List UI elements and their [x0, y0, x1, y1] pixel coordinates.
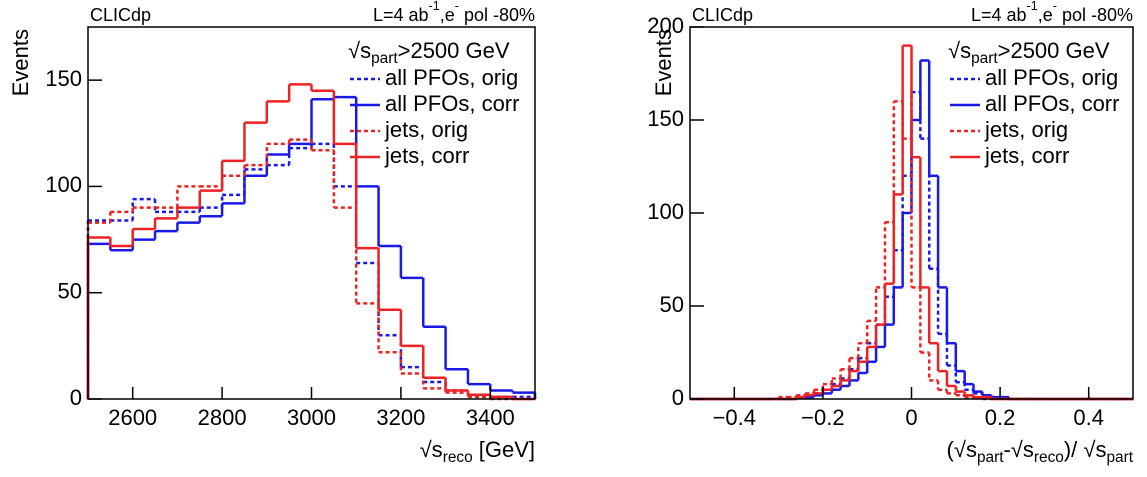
- x-tick-label: 3400: [466, 405, 515, 430]
- legend-label: all PFOs, corr: [385, 91, 519, 116]
- y-tick-label: 50: [58, 279, 82, 304]
- x-tick-label: 3200: [376, 405, 425, 430]
- legend-title-part: part: [971, 50, 998, 67]
- y-tick-label: 150: [45, 66, 82, 91]
- top-right-text: L=4 ab-1,e- pol -80%: [373, 0, 535, 25]
- legend-label: all PFOs, corr: [985, 91, 1119, 116]
- x-axis-label-part: part: [977, 449, 1004, 466]
- x-axis-label-part: part: [1106, 449, 1133, 466]
- x-tick-label: 0.2: [985, 405, 1016, 430]
- top-right-text-part: -1: [429, 0, 440, 13]
- top-left-text: CLICdp: [692, 5, 753, 25]
- top-right-text-part: pol -80%: [1057, 5, 1133, 25]
- top-right-text-part: ,e: [1038, 5, 1053, 25]
- x-axis-label-part: √s: [420, 437, 443, 462]
- x-tick-label: 2600: [108, 405, 157, 430]
- x-axis-label: √sreco [GeV]: [420, 437, 535, 466]
- x-tick-label: 0.4: [1073, 405, 1104, 430]
- y-axis-label: Events: [8, 29, 33, 96]
- legend-title: √spart>2500 GeV: [348, 38, 510, 67]
- top-right-text-part: pol -80%: [459, 5, 535, 25]
- legend-label: all PFOs, orig: [385, 65, 518, 90]
- legend-label: jets, orig: [384, 117, 468, 142]
- top-left-text: CLICdp: [90, 5, 151, 25]
- top-right-text-part: L=4 ab: [373, 5, 429, 25]
- top-right-text: L=4 ab-1,e- pol -80%: [971, 0, 1133, 25]
- y-tick-label: 150: [647, 106, 684, 131]
- x-tick-label: 2800: [198, 405, 247, 430]
- y-tick-label: 50: [660, 292, 684, 317]
- top-right-text-part: -1: [1027, 0, 1038, 13]
- x-axis-label-part: -√s: [1003, 437, 1033, 462]
- top-right-text-part: -: [455, 0, 459, 13]
- x-tick-label: 3000: [287, 405, 336, 430]
- y-tick-label: 100: [45, 172, 82, 197]
- y-axis-label: Events: [651, 29, 676, 96]
- x-axis-label: (√spart-√sreco)/ √spart: [947, 437, 1134, 466]
- x-axis-label-part: )/ √s: [1064, 437, 1107, 462]
- x-axis-label-part: reco: [443, 449, 473, 466]
- legend-title: √spart>2500 GeV: [948, 38, 1110, 67]
- x-axis-label-part: reco: [1034, 449, 1064, 466]
- top-right-text-part: L=4 ab: [971, 5, 1027, 25]
- x-axis-label-part: [GeV]: [473, 437, 535, 462]
- legend-label: jets, orig: [984, 117, 1068, 142]
- top-right-text-part: ,e: [440, 5, 455, 25]
- x-tick-label: −0.4: [713, 405, 756, 430]
- legend-title-part: >2500 GeV: [998, 38, 1110, 63]
- legend-title-part: part: [371, 50, 398, 67]
- y-tick-label: 0: [70, 385, 82, 410]
- y-tick-label: 200: [647, 13, 684, 38]
- x-tick-label: 0: [905, 405, 917, 430]
- legend-title-part: >2500 GeV: [398, 38, 510, 63]
- top-right-text-part: -: [1053, 0, 1057, 13]
- legend-title-part: √s: [348, 38, 371, 63]
- y-tick-label: 0: [672, 385, 684, 410]
- legend-label: jets, corr: [384, 143, 469, 168]
- legend-title-part: √s: [948, 38, 971, 63]
- y-tick-label: 100: [647, 199, 684, 224]
- legend-label: jets, corr: [984, 143, 1069, 168]
- legend-label: all PFOs, orig: [985, 65, 1118, 90]
- x-tick-label: −0.2: [801, 405, 844, 430]
- x-axis-label-part: (√s: [947, 437, 977, 462]
